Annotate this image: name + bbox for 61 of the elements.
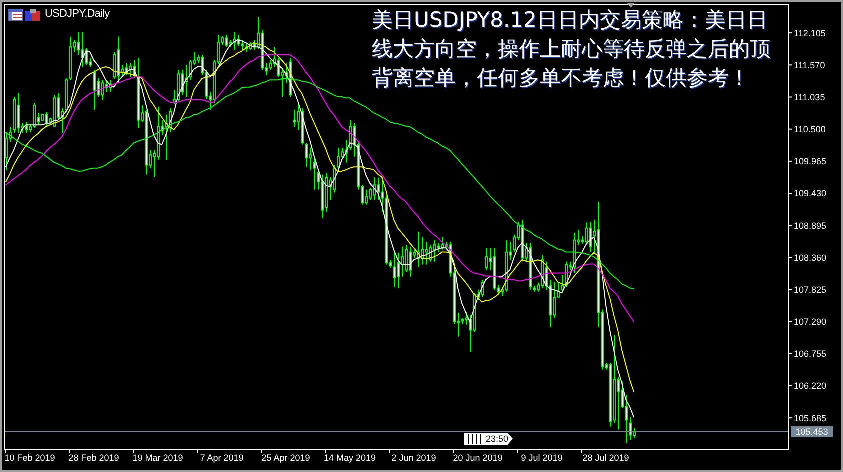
y-tick-label: 106.755: [794, 349, 827, 360]
candlestick: [25, 122, 28, 134]
x-tick-label: 28 Jul 2019: [582, 453, 630, 463]
candlestick: [425, 242, 428, 266]
x-tick-label: 25 Apr 2019: [262, 453, 310, 463]
candlestick: [369, 188, 372, 201]
candlestick: [629, 416, 632, 441]
x-tick-label: 7 Apr 2019: [200, 453, 244, 463]
candlestick: [85, 48, 88, 66]
x-tick-label: 20 Jun 2019: [453, 453, 503, 463]
candlestick: [401, 246, 404, 278]
y-tick-label: 106.220: [794, 381, 827, 392]
y-tick-label: 108.360: [794, 252, 827, 263]
y-tick-label: 111.035: [794, 92, 826, 102]
y-tick-label: 111.570: [794, 60, 826, 70]
y-tick-label: 109.965: [794, 156, 827, 167]
candlestick: [101, 80, 104, 100]
candlestick: [93, 69, 96, 111]
candlestick: [313, 156, 316, 190]
x-tick-label: 28 Feb 2019: [68, 453, 120, 463]
candlestick: [553, 282, 556, 319]
candlestick: [377, 177, 380, 201]
candlestick: [373, 176, 376, 201]
candlestick: [433, 240, 436, 262]
candlestick: [17, 92, 20, 134]
ref-line-label: 105.453: [796, 427, 828, 438]
candlestick: [405, 244, 408, 273]
candlestick: [77, 32, 80, 56]
annotation: 23:50: [486, 433, 509, 445]
candlestick: [293, 110, 296, 128]
x-tick-label: 19 Mar 2019: [132, 453, 184, 463]
candlestick: [113, 51, 116, 80]
x-tick-label: 14 May 2019: [324, 453, 376, 463]
candlestick: [309, 147, 312, 171]
candlestick: [485, 248, 488, 271]
y-tick-label: 108.895: [794, 220, 827, 231]
y-tick-label: 112.105: [794, 28, 826, 38]
x-tick-label: 9 Jul 2019: [521, 453, 563, 463]
candlestick: [397, 252, 400, 289]
candlestick: [277, 57, 280, 78]
candlestick: [33, 102, 36, 129]
chart-title: USDJPY,Daily: [45, 8, 110, 21]
candlestick: [269, 60, 272, 70]
y-tick-label: 110.500: [794, 124, 826, 135]
candlestick: [393, 252, 396, 288]
candlestick: [589, 222, 592, 253]
y-tick-label: 109.430: [794, 188, 827, 199]
x-tick-label: 10 Feb 2019: [4, 453, 56, 463]
annotation: 美日USDJPY8.12日日内交易策略：美日日线大方向空，操作上耐心等待反弹之后的顶背离空单，任何多单不考虑！仅供参考！: [372, 7, 772, 92]
candlestick: [337, 147, 340, 171]
candlestick: [365, 189, 368, 206]
y-tick-label: 105.685: [794, 413, 827, 424]
candlestick: [409, 246, 412, 278]
candlestick: [585, 222, 588, 244]
y-tick-label: 107.290: [794, 317, 827, 328]
candlestick: [561, 274, 564, 294]
candlestick: [189, 60, 192, 81]
candlestick: [45, 111, 48, 128]
candlestick: [305, 142, 308, 168]
x-tick-label: 2 Jun 2019: [392, 453, 436, 463]
y-tick-label: 107.825: [794, 284, 827, 295]
